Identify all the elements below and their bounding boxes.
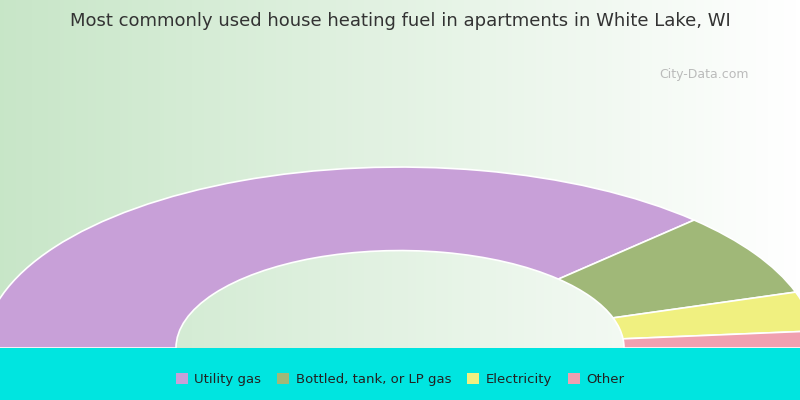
Wedge shape <box>623 331 800 348</box>
Text: City-Data.com: City-Data.com <box>659 68 749 81</box>
Legend: Utility gas, Bottled, tank, or LP gas, Electricity, Other: Utility gas, Bottled, tank, or LP gas, E… <box>170 368 630 392</box>
Text: Most commonly used house heating fuel in apartments in White Lake, WI: Most commonly used house heating fuel in… <box>70 12 730 30</box>
Wedge shape <box>0 167 694 348</box>
Wedge shape <box>613 292 800 339</box>
Wedge shape <box>558 220 796 318</box>
